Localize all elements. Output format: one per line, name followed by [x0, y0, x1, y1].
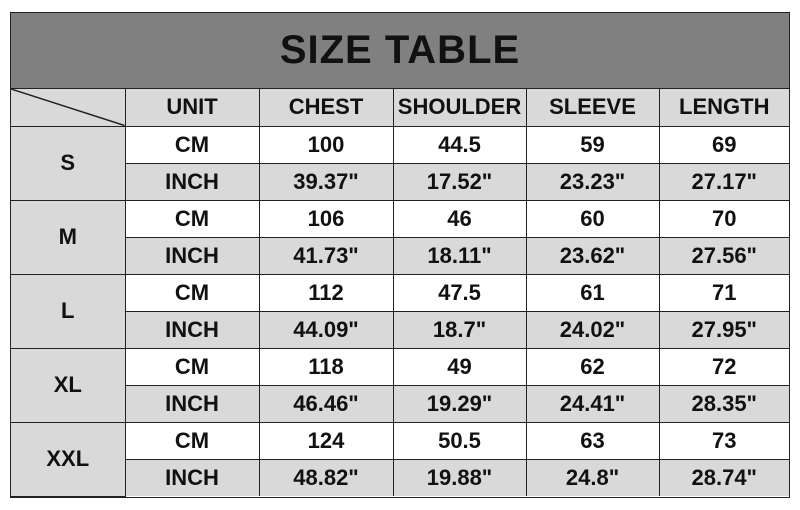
- unit-cell: INCH: [125, 458, 260, 496]
- unit-cell: INCH: [125, 310, 260, 349]
- value-cell: 24.41": [525, 384, 660, 423]
- size-table: SIZE TABLE UNIT CHEST SHOULDER SLEEVE LE…: [10, 12, 790, 498]
- value-cell: 61: [525, 273, 660, 312]
- value-cell: 17.52": [392, 162, 527, 201]
- value-cell: 19.88": [392, 458, 527, 496]
- value-cell: 44.09": [258, 310, 394, 349]
- size-label: S: [11, 125, 126, 201]
- header-shoulder: SHOULDER: [392, 89, 527, 127]
- value-cell: 69: [658, 125, 789, 164]
- table-row-inch: INCH 46.46" 19.29" 24.41" 28.35": [11, 384, 789, 423]
- value-cell: 18.7": [392, 310, 527, 349]
- value-cell: 24.02": [525, 310, 660, 349]
- value-cell: 46: [392, 199, 527, 238]
- size-label: XL: [11, 347, 126, 423]
- table-row-inch: INCH 44.09" 18.7" 24.02" 27.95": [11, 310, 789, 349]
- header-row: UNIT CHEST SHOULDER SLEEVE LENGTH: [11, 89, 789, 127]
- value-cell: 23.23": [525, 162, 660, 201]
- diagonal-line: [11, 89, 125, 126]
- value-cell: 60: [525, 199, 660, 238]
- value-cell: 44.5: [392, 125, 527, 164]
- value-cell: 39.37": [258, 162, 394, 201]
- value-cell: 71: [658, 273, 789, 312]
- size-label: XXL: [11, 421, 126, 497]
- value-cell: 59: [525, 125, 660, 164]
- value-cell: 27.95": [658, 310, 789, 349]
- value-cell: 49: [392, 347, 527, 386]
- value-cell: 70: [658, 199, 789, 238]
- unit-cell: CM: [124, 125, 260, 164]
- unit-cell: CM: [124, 421, 260, 460]
- value-cell: 23.62": [525, 236, 660, 275]
- value-cell: 46.46": [258, 384, 394, 423]
- value-cell: 18.11": [392, 236, 527, 275]
- table-row-inch: INCH 41.73" 18.11" 23.62" 27.56": [11, 236, 789, 275]
- value-cell: 63: [525, 421, 660, 460]
- header-length: LENGTH: [658, 89, 789, 127]
- table-row-inch: INCH 48.82" 19.88" 24.8" 28.74": [11, 458, 789, 496]
- unit-cell: INCH: [125, 162, 260, 201]
- value-cell: 47.5: [392, 273, 527, 312]
- table-row-cm: XXL CM 124 50.5 63 73: [11, 421, 789, 497]
- value-cell: 50.5: [392, 421, 527, 460]
- value-cell: 124: [258, 421, 394, 460]
- value-cell: 62: [525, 347, 660, 386]
- value-cell: 19.29": [392, 384, 527, 423]
- unit-cell: INCH: [125, 236, 260, 275]
- value-cell: 41.73": [258, 236, 394, 275]
- size-label: L: [11, 273, 126, 349]
- header-unit: UNIT: [124, 89, 260, 127]
- value-cell: 24.8": [525, 458, 660, 496]
- value-cell: 73: [658, 421, 789, 460]
- value-cell: 100: [258, 125, 394, 164]
- unit-cell: CM: [124, 199, 260, 238]
- unit-cell: INCH: [125, 384, 260, 423]
- value-cell: 28.35": [658, 384, 789, 423]
- value-cell: 27.56": [658, 236, 789, 275]
- value-cell: 72: [658, 347, 789, 386]
- table-row-cm: M CM 106 46 60 70: [11, 199, 789, 275]
- unit-cell: CM: [124, 273, 260, 312]
- table-row-cm: L CM 112 47.5 61 71: [11, 273, 789, 349]
- value-cell: 48.82": [258, 458, 394, 496]
- value-cell: 27.17": [658, 162, 789, 201]
- value-cell: 112: [258, 273, 394, 312]
- table-row-inch: INCH 39.37" 17.52" 23.23" 27.17": [11, 162, 789, 201]
- table-title: SIZE TABLE: [11, 13, 789, 89]
- value-cell: 106: [258, 199, 394, 238]
- size-grid: UNIT CHEST SHOULDER SLEEVE LENGTH S CM 100…: [11, 89, 789, 497]
- header-sleeve: SLEEVE: [525, 89, 660, 127]
- table-row-cm: S CM 100 44.5 59 69: [11, 125, 789, 201]
- value-cell: 118: [258, 347, 394, 386]
- corner-cell: [11, 89, 126, 127]
- unit-cell: CM: [124, 347, 260, 386]
- table-row-cm: XL CM 118 49 62 72: [11, 347, 789, 423]
- value-cell: 28.74": [658, 458, 789, 496]
- size-label: M: [11, 199, 126, 275]
- header-chest: CHEST: [258, 89, 394, 127]
